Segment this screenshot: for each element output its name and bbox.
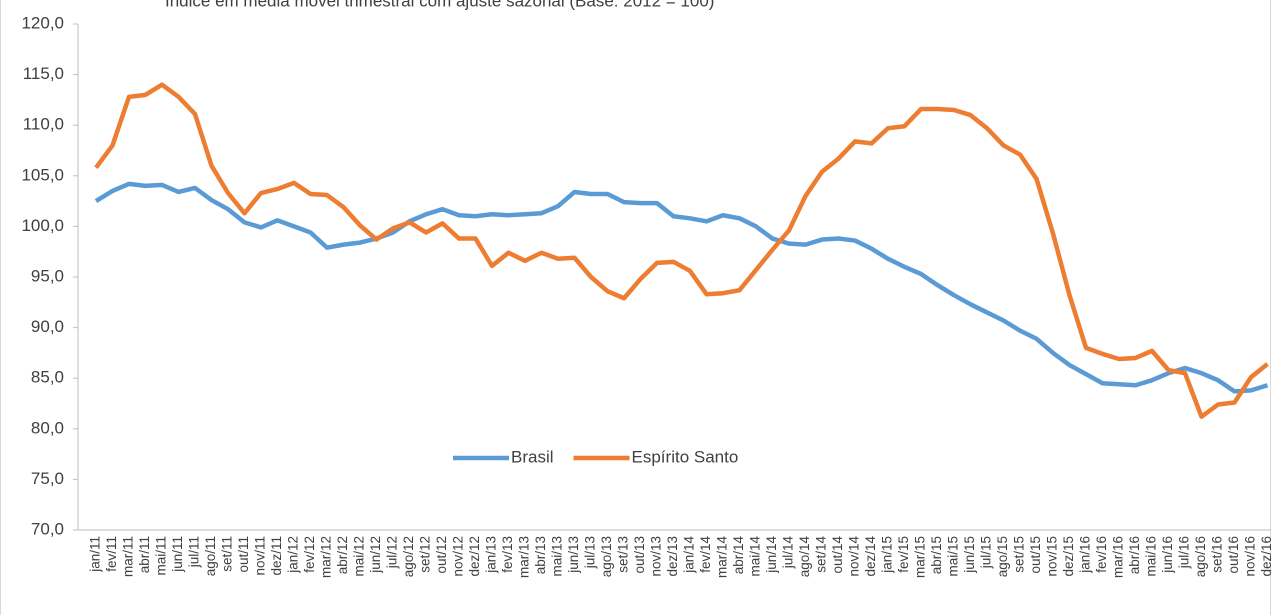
- x-tick-label: abr/16: [1127, 536, 1142, 574]
- series-line: [94, 82, 1269, 419]
- x-tick-label: out/11: [236, 536, 251, 573]
- y-tick-label: 90,0: [31, 317, 64, 336]
- x-tick-label: jan/16: [1078, 536, 1093, 574]
- x-tick-label: fev/16: [1094, 536, 1109, 573]
- x-tick-label: set/13: [616, 536, 631, 573]
- x-tick-label: nov/11: [253, 536, 268, 576]
- x-tick-label: dez/14: [863, 536, 878, 577]
- legend-label: Brasil: [511, 447, 554, 466]
- x-tick-label: jun/16: [1160, 536, 1175, 574]
- x-tick-label: ago/13: [599, 536, 614, 577]
- x-tick-label: set/14: [814, 536, 829, 573]
- y-tick-label: 70,0: [31, 519, 64, 538]
- x-tick-label: jan/12: [286, 536, 301, 574]
- x-tick-label: fev/14: [698, 536, 713, 573]
- y-tick-label: 115,0: [23, 64, 64, 83]
- x-tick-label: jun/11: [170, 536, 185, 573]
- x-tick-label: out/14: [830, 536, 845, 574]
- x-tick-label: ago/16: [1193, 536, 1208, 577]
- x-tick-label: mar/13: [517, 536, 532, 578]
- y-tick-label: 110,0: [23, 115, 64, 134]
- x-tick-label: jan/13: [484, 536, 499, 574]
- x-tick-label: out/12: [434, 536, 449, 574]
- x-tick-label: ago/14: [797, 536, 812, 578]
- x-tick-label: fev/12: [302, 536, 317, 573]
- x-tick-label: jun/15: [962, 536, 977, 574]
- y-tick-label: 95,0: [31, 266, 64, 285]
- x-tick-label: mai/16: [1144, 536, 1159, 577]
- x-tick-label: abr/14: [731, 536, 746, 575]
- x-tick-label: jul/14: [781, 536, 796, 570]
- x-tick-label: abr/15: [929, 536, 944, 574]
- x-tick-label: jul/15: [979, 536, 994, 569]
- x-tick-label: ago/12: [401, 536, 416, 577]
- x-tick-label: mar/11: [121, 536, 136, 577]
- x-tick-label: fev/15: [896, 536, 911, 573]
- series-line: [94, 181, 1269, 394]
- y-tick-label: 80,0: [31, 418, 64, 437]
- x-tick-label: mar/14: [715, 536, 730, 579]
- x-tick-label: nov/16: [1243, 536, 1258, 577]
- x-tick-label: jan/15: [880, 536, 895, 574]
- x-tick-label: dez/12: [467, 536, 482, 577]
- y-tick-label: 100,0: [21, 216, 64, 235]
- x-tick-label: set/15: [1012, 536, 1027, 573]
- x-tick-label: jul/11: [187, 536, 202, 568]
- x-tick-label: abr/12: [335, 536, 350, 574]
- x-tick-label: mar/16: [1111, 536, 1126, 578]
- x-tick-label: fev/11: [104, 536, 119, 572]
- x-tick-label: mar/12: [319, 536, 334, 578]
- x-tick-label: mai/13: [550, 536, 565, 577]
- x-tick-label: jul/16: [1177, 536, 1192, 569]
- x-tick-label: jun/14: [764, 536, 779, 574]
- x-tick-label: out/15: [1028, 536, 1043, 574]
- chart-title: Índice em média móvel trimestral com aju…: [165, 0, 714, 10]
- legend-label: Espírito Santo: [632, 447, 739, 466]
- x-tick-label: jul/12: [385, 536, 400, 569]
- x-tick-label: set/16: [1210, 536, 1225, 573]
- x-tick-label: out/13: [632, 536, 647, 574]
- x-tick-label: mai/11: [154, 536, 169, 576]
- x-tick-label: ago/15: [995, 536, 1010, 577]
- x-tick-label: nov/14: [847, 536, 862, 577]
- x-tick-label: jan/14: [682, 536, 697, 574]
- x-tick-label: ago/11: [203, 536, 218, 576]
- x-tick-label: out/16: [1226, 536, 1241, 574]
- x-tick-label: dez/13: [665, 536, 680, 577]
- x-tick-label: dez/11: [269, 536, 284, 576]
- x-tick-label: abr/11: [137, 536, 152, 573]
- x-tick-label: mai/15: [946, 536, 961, 577]
- x-tick-label: mai/12: [352, 536, 367, 577]
- y-tick-label: 120,0: [21, 13, 64, 32]
- x-tick-label: fev/13: [500, 536, 515, 573]
- x-tick-label: jan/11: [88, 536, 103, 573]
- y-tick-label: 105,0: [21, 165, 64, 184]
- x-tick-label: jun/13: [566, 536, 581, 574]
- x-tick-label: nov/12: [451, 536, 466, 577]
- x-tick-label: set/12: [418, 536, 433, 573]
- x-tick-label: nov/13: [649, 536, 664, 577]
- x-tick-label: dez/15: [1061, 536, 1076, 577]
- x-tick-label: jul/13: [583, 536, 598, 569]
- x-tick-label: mar/15: [913, 536, 928, 578]
- y-tick-label: 75,0: [31, 469, 64, 488]
- x-tick-label: mai/14: [748, 536, 763, 577]
- x-tick-label: nov/15: [1045, 536, 1060, 577]
- x-tick-label: set/11: [220, 536, 235, 572]
- y-tick-label: 85,0: [31, 368, 64, 387]
- x-tick-label: dez/16: [1259, 536, 1271, 577]
- x-tick-label: jun/12: [368, 536, 383, 574]
- x-tick-label: abr/13: [533, 536, 548, 574]
